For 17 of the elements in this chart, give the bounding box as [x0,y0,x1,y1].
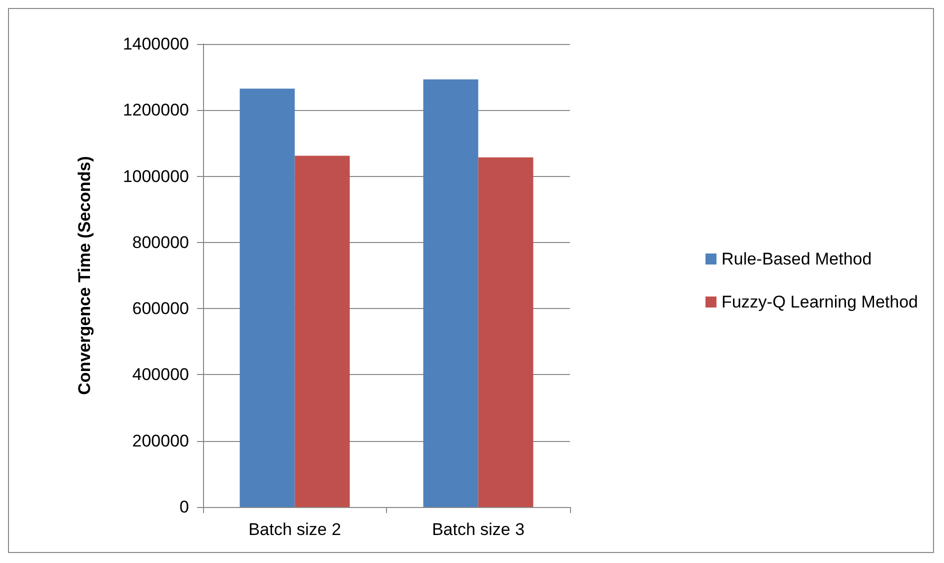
y-tick-label: 800000 [132,232,189,252]
y-tick-label: 0 [180,498,189,516]
bar [478,157,534,507]
y-axis-title: Convergence Time (Seconds) [75,156,94,395]
y-tick-label: 200000 [132,431,189,450]
y-tick-label: 1200000 [122,100,189,120]
legend-label: Rule-Based Method [721,250,872,268]
x-tick-label: Batch size 2 [248,520,342,539]
bar [240,88,295,507]
y-tick-label: 600000 [132,299,189,318]
bar [423,79,478,507]
x-tick-label: Batch size 3 [432,520,525,539]
y-tick-label: 1400000 [122,34,189,54]
bar [294,156,350,507]
y-tick-label: 400000 [132,365,189,384]
y-tick-label: 1000000 [122,166,189,186]
legend-label: Fuzzy-Q Learning Method [721,292,918,312]
